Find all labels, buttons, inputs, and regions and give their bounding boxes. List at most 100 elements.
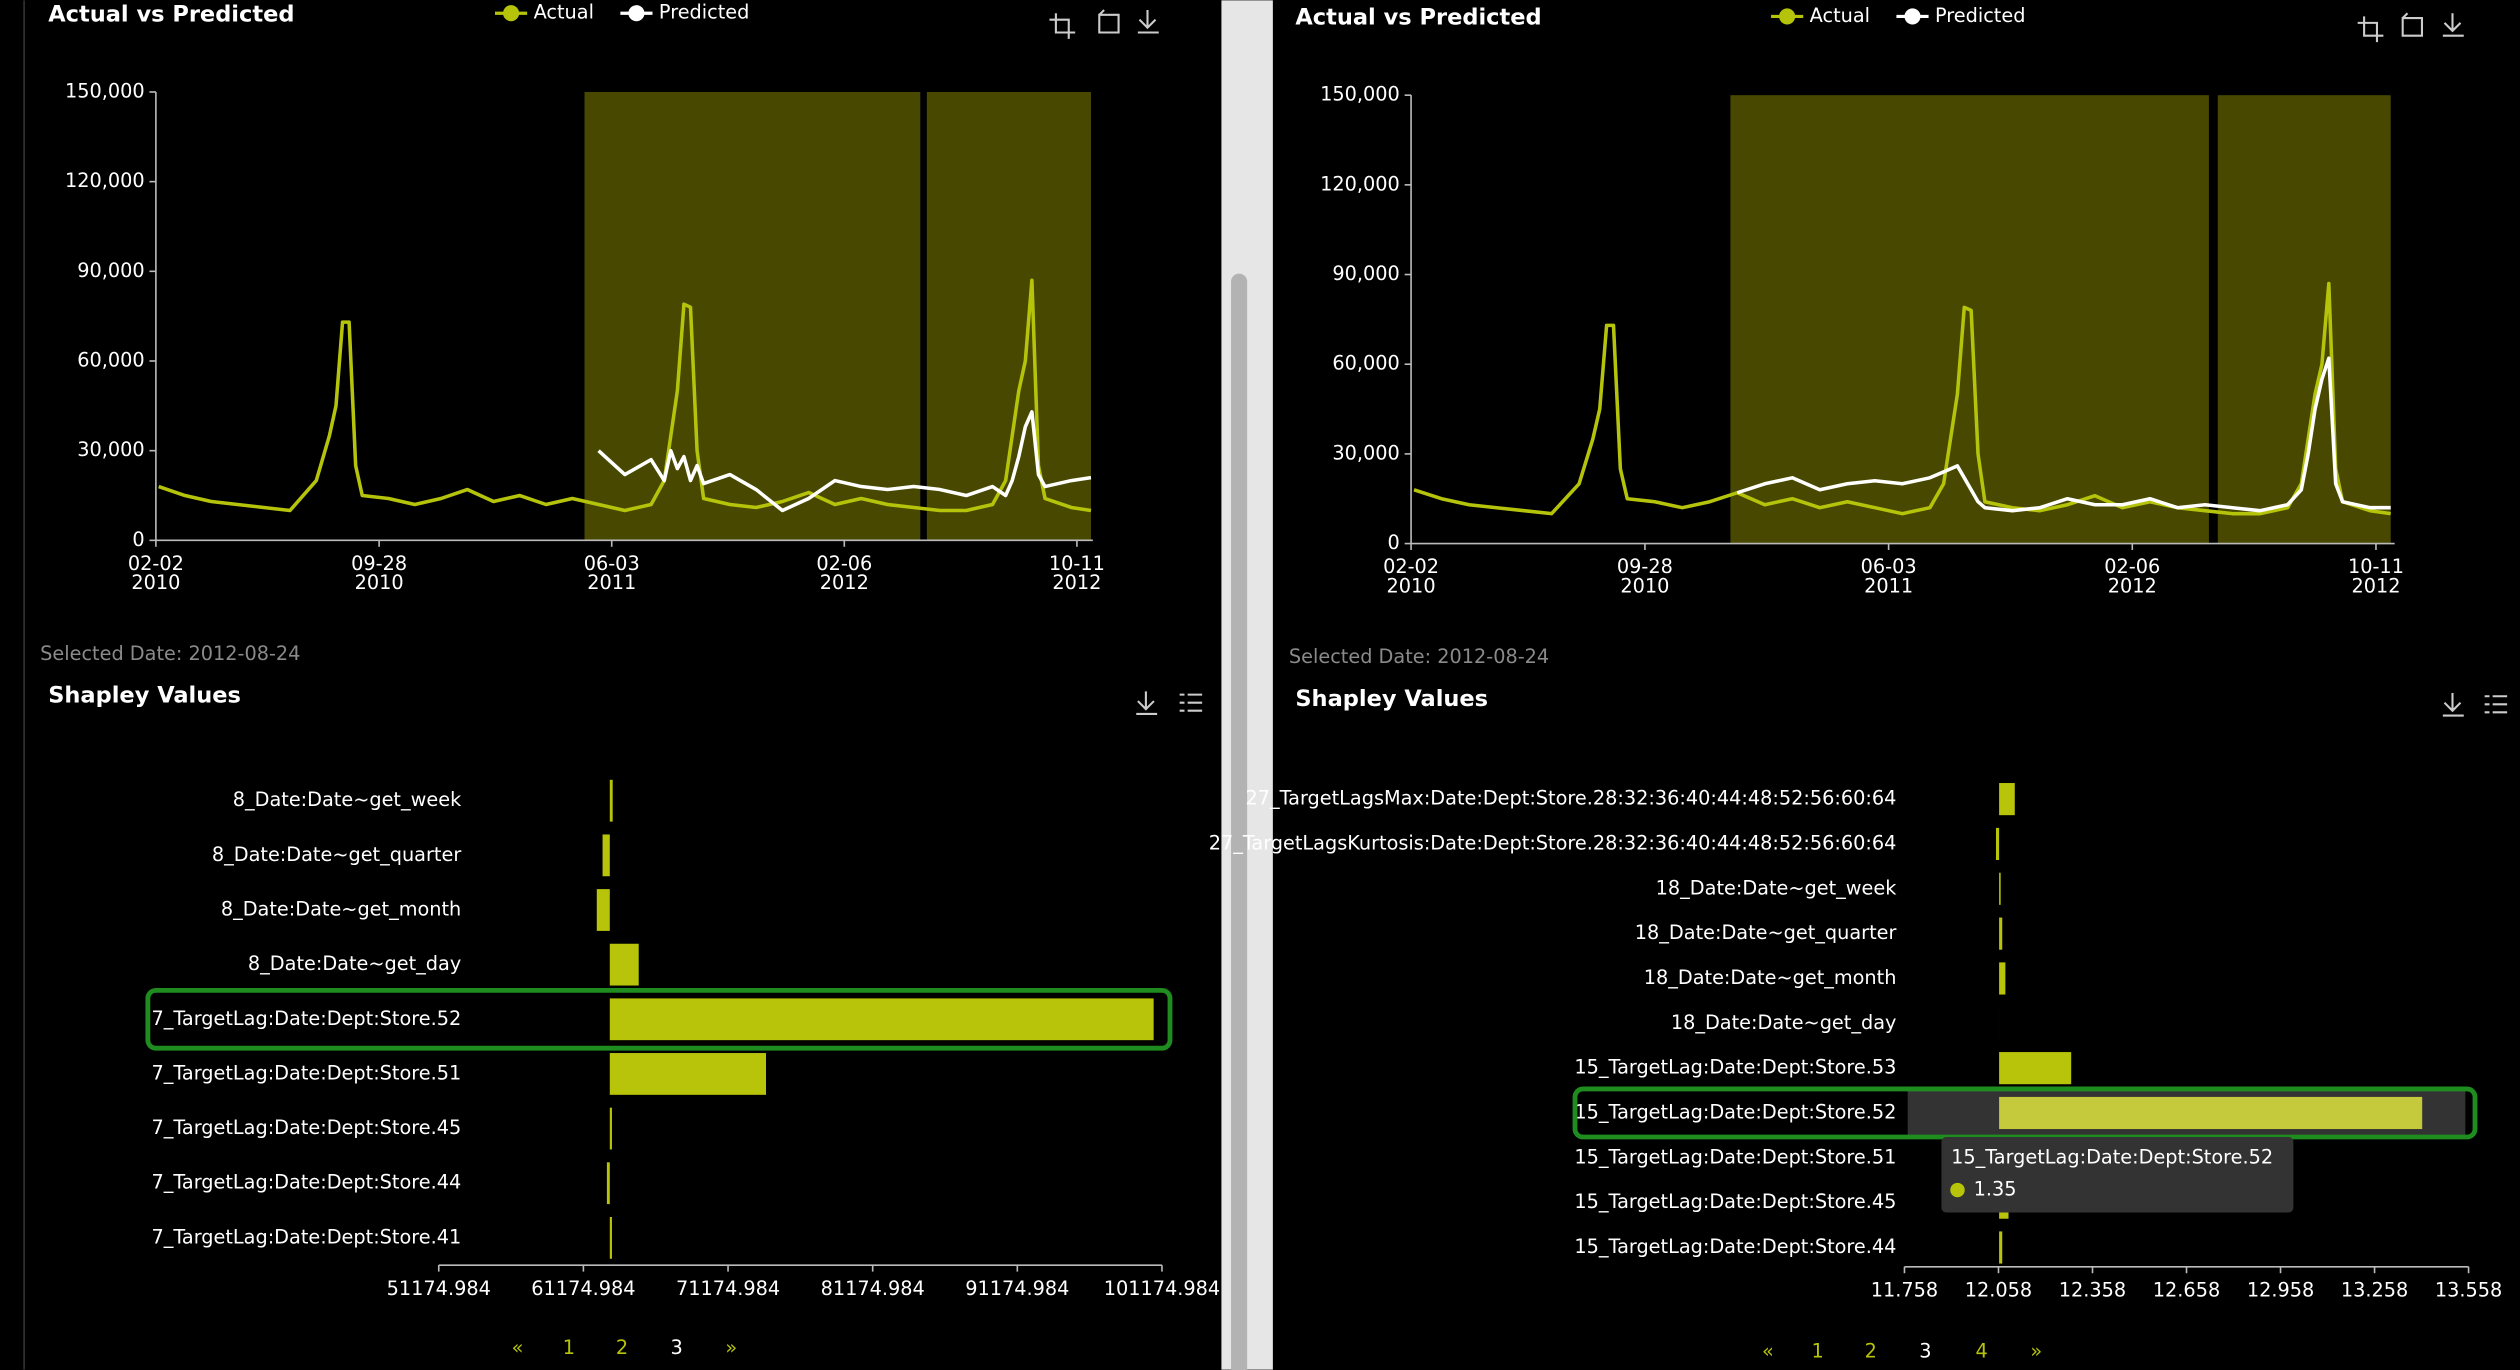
legend-label[interactable]: Actual [1810,4,1870,27]
bar[interactable] [1999,1096,2423,1130]
zoom-icon[interactable] [1049,13,1076,39]
pagination-next[interactable]: » [2030,1339,2042,1362]
series-line [158,278,1092,513]
pagination-page[interactable]: 2 [1865,1339,1877,1362]
category-label: 18_Date:Date~get_month [1644,966,1897,989]
zoom-icon[interactable] [2357,16,2384,43]
x-tick-label: 101174.984 [1104,1277,1220,1300]
x-tick-label: 12.058 [1965,1278,2032,1301]
y-tick-label: 150,000 [65,79,145,102]
pagination-page[interactable]: 1 [563,1336,575,1359]
x-tick-label: 12.658 [2153,1278,2220,1301]
bar[interactable] [1995,827,2000,861]
category-label: 15_TargetLag:Date:Dept:Store.52 [1574,1100,1896,1123]
pagination-page[interactable]: 1 [1812,1339,1824,1362]
bar[interactable] [1999,1231,2003,1264]
category-label: 15_TargetLag:Date:Dept:Store.45 [1574,1190,1896,1213]
category-label: 7_TargetLag:Date:Dept:Store.51 [151,1061,461,1084]
x-tick-label: 2012 [1052,571,1101,594]
x-tick-label: 2012 [2108,574,2157,597]
selection-band [1730,95,2209,544]
download-icon[interactable] [1136,691,1158,715]
legend-label[interactable]: Predicted [1935,4,2025,27]
x-tick-label: 06-03 [584,552,640,575]
bar[interactable] [609,1107,612,1150]
x-tick-label: 10-11 [1049,552,1105,575]
download-icon[interactable] [1137,10,1159,34]
category-label: 8_Date:Date~get_week [233,788,462,811]
category-label: 7_TargetLag:Date:Dept:Store.45 [151,1116,461,1139]
pagination-page[interactable]: 2 [616,1336,628,1359]
toolbox [1049,9,2508,717]
bar[interactable] [606,1162,610,1205]
x-tick-label: 2011 [1864,574,1913,597]
bar[interactable] [1999,783,2015,816]
selected-row-outline [145,987,1173,1051]
pagination-page[interactable]: 4 [1975,1339,1987,1362]
selected-date: Selected Date: 2012-08-24 [1289,645,1549,668]
x-tick-label: 13.258 [2341,1278,2408,1301]
category-label: 7_TargetLag:Date:Dept:Store.44 [151,1171,461,1194]
bar[interactable] [1999,872,2001,905]
x-tick-label: 12.358 [2059,1278,2126,1301]
x-tick-label: 2010 [1620,574,1669,597]
selection-band [584,91,921,541]
bar[interactable] [1999,962,2006,995]
category-label: 7_TargetLag:Date:Dept:Store.52 [151,1007,461,1030]
bar[interactable] [609,998,1154,1041]
download-icon[interactable] [2442,13,2464,37]
list-icon[interactable] [2484,695,2508,714]
category-label: 8_Date:Date~get_quarter [212,843,461,866]
y-tick-label: 0 [1388,531,1400,554]
x-tick-label: 09-28 [1617,555,1673,578]
tooltip-marker [1950,1182,1965,1198]
bar[interactable] [602,834,610,877]
bar[interactable] [609,943,639,986]
pagination-page[interactable]: 3 [670,1336,682,1359]
bar[interactable] [1999,1052,2072,1085]
pagination-prev[interactable]: « [1762,1339,1774,1362]
series-line [597,410,1092,513]
category-label: 18_Date:Date~get_week [1656,876,1898,899]
legend-label[interactable]: Actual [534,1,594,24]
x-tick-label: 91174.984 [965,1277,1069,1300]
tooltip-title: 15_TargetLag:Date:Dept:Store.52 [1951,1145,2273,1168]
category-label: 27_TargetLagsKurtosis:Date:Dept:Store.28… [1209,831,1897,854]
y-tick-label: 0 [132,528,144,551]
reset-icon[interactable] [1098,9,1120,34]
reset-icon[interactable] [2401,12,2424,37]
selection-band [926,91,1091,541]
download-icon[interactable] [2442,693,2464,717]
category-label: 15_TargetLag:Date:Dept:Store.53 [1574,1056,1896,1079]
category-label: 8_Date:Date~get_month [221,898,461,921]
category-label: 27_TargetLagsMax:Date:Dept:Store.28:32:3… [1245,787,1896,810]
category-label: 15_TargetLag:Date:Dept:Store.44 [1574,1235,1896,1258]
bar[interactable] [1999,917,2003,950]
legend-label[interactable]: Predicted [659,1,749,24]
list-icon[interactable] [1179,693,1203,712]
pagination-next[interactable]: » [725,1336,737,1359]
bar[interactable] [609,1053,767,1095]
legend-marker [628,5,645,22]
pagination-prev[interactable]: « [512,1336,524,1359]
category-label: 15_TargetLag:Date:Dept:Store.51 [1574,1145,1896,1168]
bar[interactable] [609,779,613,822]
category-label: 18_Date:Date~get_day [1671,1011,1897,1034]
x-tick-label: 02-02 [1383,555,1439,578]
category-label: 18_Date:Date~get_quarter [1635,921,1897,944]
bar[interactable] [596,889,610,931]
x-tick-label: 2012 [2351,574,2400,597]
x-tick-label: 2010 [131,571,180,594]
x-tick-label: 13.558 [2435,1278,2502,1301]
y-tick-label: 90,000 [77,259,144,282]
x-tick-label: 2010 [355,571,404,594]
scrollbar-thumb[interactable] [1231,273,1248,1370]
pagination-page[interactable]: 3 [1919,1339,1931,1362]
x-tick-label: 2011 [587,571,636,594]
chart-title: Actual vs Predicted [1295,5,1541,31]
y-tick-label: 60,000 [77,348,144,371]
x-tick-label: 09-28 [351,552,407,575]
x-tick-label: 02-02 [128,552,184,575]
bar[interactable] [609,1216,612,1259]
